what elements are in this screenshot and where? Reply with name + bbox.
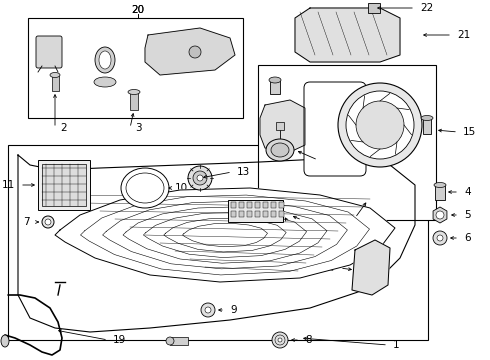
Bar — [270, 80, 280, 94]
Polygon shape — [352, 240, 390, 295]
Ellipse shape — [99, 51, 111, 69]
Bar — [435, 185, 445, 200]
FancyBboxPatch shape — [36, 36, 62, 68]
Text: 10: 10 — [175, 183, 188, 193]
Circle shape — [437, 235, 443, 241]
Circle shape — [272, 332, 288, 348]
Text: 7: 7 — [24, 217, 30, 227]
Bar — [239, 211, 244, 217]
Circle shape — [346, 91, 414, 159]
Circle shape — [42, 216, 54, 228]
Bar — [423, 118, 431, 134]
Ellipse shape — [421, 116, 433, 121]
Polygon shape — [260, 100, 305, 152]
Circle shape — [278, 338, 282, 342]
Bar — [8, 145, 428, 340]
Circle shape — [188, 166, 212, 190]
Text: 21: 21 — [457, 30, 470, 40]
Text: 1: 1 — [393, 340, 400, 350]
Circle shape — [197, 175, 203, 181]
Text: 8: 8 — [305, 335, 312, 345]
Text: 17: 17 — [307, 215, 320, 225]
Bar — [38, 160, 90, 210]
Bar — [276, 122, 284, 130]
Text: 13: 13 — [237, 167, 250, 177]
Text: 6: 6 — [464, 233, 470, 243]
Circle shape — [205, 307, 211, 313]
Polygon shape — [18, 155, 415, 332]
Bar — [228, 200, 283, 222]
Ellipse shape — [50, 72, 60, 77]
Bar — [231, 202, 236, 208]
Ellipse shape — [434, 183, 446, 188]
Bar — [258, 65, 436, 220]
Text: 22: 22 — [420, 3, 433, 13]
Text: 20: 20 — [131, 5, 145, 15]
Bar — [279, 211, 284, 217]
Circle shape — [201, 303, 215, 317]
Bar — [170, 337, 188, 345]
Text: 19: 19 — [113, 335, 126, 345]
Circle shape — [436, 211, 444, 219]
Bar — [239, 202, 244, 208]
Bar — [263, 202, 268, 208]
Ellipse shape — [1, 335, 9, 347]
Ellipse shape — [271, 143, 289, 157]
Text: 16: 16 — [293, 217, 306, 227]
Bar — [247, 211, 252, 217]
Ellipse shape — [95, 47, 115, 73]
Text: 4: 4 — [464, 187, 470, 197]
Bar — [42, 164, 86, 206]
Text: 3: 3 — [135, 123, 142, 133]
Bar — [247, 202, 252, 208]
Circle shape — [356, 101, 404, 149]
Bar — [279, 202, 284, 208]
Circle shape — [189, 46, 201, 58]
Circle shape — [193, 171, 207, 185]
Ellipse shape — [128, 90, 140, 94]
Bar — [263, 211, 268, 217]
Text: 12: 12 — [322, 263, 335, 273]
Bar — [368, 3, 380, 13]
Bar — [130, 92, 138, 110]
Text: 9: 9 — [230, 305, 237, 315]
Bar — [255, 211, 260, 217]
Bar — [28, 18, 243, 118]
Text: 2: 2 — [60, 123, 67, 133]
Bar — [52, 75, 59, 91]
Polygon shape — [55, 188, 395, 282]
Polygon shape — [295, 8, 400, 62]
Text: 18: 18 — [323, 155, 336, 165]
Circle shape — [433, 231, 447, 245]
Text: 11: 11 — [2, 180, 15, 190]
Ellipse shape — [94, 77, 116, 87]
Polygon shape — [145, 28, 235, 75]
Circle shape — [45, 219, 51, 225]
Ellipse shape — [166, 337, 174, 345]
Text: 15: 15 — [463, 127, 476, 137]
Text: 20: 20 — [131, 5, 145, 15]
Ellipse shape — [269, 77, 281, 83]
Text: 5: 5 — [464, 210, 470, 220]
Text: 14: 14 — [337, 213, 350, 223]
Ellipse shape — [121, 168, 169, 208]
Bar — [255, 202, 260, 208]
Ellipse shape — [266, 139, 294, 161]
Bar — [271, 202, 276, 208]
Circle shape — [338, 83, 422, 167]
Bar — [231, 211, 236, 217]
Bar — [271, 211, 276, 217]
FancyBboxPatch shape — [304, 82, 366, 176]
